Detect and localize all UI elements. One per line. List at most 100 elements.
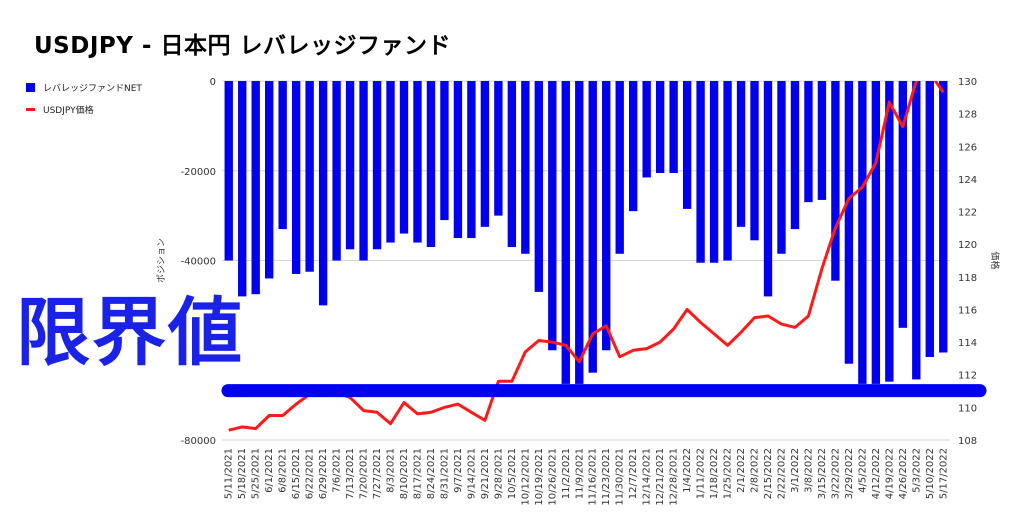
net-bar: [709, 81, 719, 263]
x-tick-label: 6/1/2021: [264, 448, 275, 493]
net-bar: [561, 81, 570, 384]
y-right-tick-label: 122: [958, 208, 977, 219]
net-bar: [345, 81, 355, 250]
x-tick-label: 4/12/2022: [871, 448, 882, 499]
net-bar: [332, 81, 341, 261]
x-tick-label: 11/23/2021: [601, 448, 612, 506]
net-bar: [871, 81, 881, 384]
x-tick-label: 11/9/2021: [574, 448, 585, 499]
x-tick-label: 3/8/2022: [803, 448, 814, 493]
y-left-tick-label: -40000: [181, 257, 216, 268]
net-bar: [575, 81, 584, 384]
net-bar: [413, 81, 422, 243]
net-bar: [885, 81, 894, 382]
net-bar: [265, 81, 274, 279]
x-tick-label: 8/10/2021: [399, 448, 410, 499]
price-swatch-icon: [26, 107, 35, 111]
x-tick-label: 10/26/2021: [547, 448, 558, 506]
x-tick-label: 10/12/2021: [520, 448, 531, 506]
net-bar: [831, 81, 840, 281]
x-tick-label: 10/19/2021: [534, 448, 545, 506]
net-bar: [696, 81, 705, 263]
net-bar: [763, 81, 773, 297]
y-right-tick-label: 108: [958, 436, 977, 447]
x-tick-label: 7/6/2021: [332, 448, 343, 493]
net-bar: [615, 81, 624, 254]
x-tick-label: 2/8/2022: [750, 448, 761, 493]
x-tick-label: 5/17/2022: [938, 448, 949, 499]
y-right-axis-title: 価格: [989, 251, 1001, 269]
net-bar: [629, 81, 638, 212]
net-bar: [372, 81, 382, 250]
net-bar: [467, 81, 476, 239]
limit-annotation: 限界値: [16, 290, 244, 376]
y-right-tick-label: 114: [958, 338, 977, 349]
net-bar: [925, 81, 934, 357]
x-tick-label: 3/29/2022: [844, 448, 855, 499]
x-tick-label: 6/22/2021: [305, 448, 316, 499]
x-tick-label: 9/7/2021: [453, 448, 464, 493]
net-bar: [912, 81, 921, 380]
net-bar: [494, 81, 503, 216]
x-tick-label: 12/21/2021: [655, 448, 666, 506]
x-tick-label: 1/18/2022: [709, 448, 720, 499]
legend-label-net: レバレッジファンドNET: [43, 83, 142, 94]
x-tick-label: 5/11/2021: [224, 448, 235, 499]
net-bar: [480, 81, 490, 227]
net-bar: [669, 81, 678, 173]
net-bar: [588, 81, 597, 373]
x-tick-label: 12/14/2021: [642, 448, 653, 506]
net-bar: [426, 81, 436, 248]
y-right-tick-label: 124: [958, 175, 977, 186]
x-tick-label: 4/19/2022: [884, 448, 895, 499]
x-tick-label: 11/2/2021: [561, 448, 572, 499]
x-tick-label: 1/4/2022: [682, 448, 693, 493]
x-tick-label: 5/3/2022: [911, 448, 922, 493]
net-bar: [750, 81, 759, 241]
x-tick-label: 9/14/2021: [466, 448, 477, 499]
net-bar: [305, 81, 314, 272]
net-bar: [898, 81, 907, 328]
x-tick-label: 5/18/2021: [237, 448, 248, 499]
x-tick-label: 11/16/2021: [588, 448, 599, 506]
x-tick-label: 2/1/2022: [736, 448, 747, 493]
x-tick-label: 2/22/2022: [776, 448, 787, 499]
page-title: USDJPY - 日本円 レバレッジファンド: [34, 33, 451, 59]
net-bar: [736, 81, 746, 227]
y-right-tick-label: 118: [958, 273, 977, 284]
x-tick-label: 8/24/2021: [426, 448, 437, 499]
net-bar: [602, 81, 611, 351]
x-tick-label: 9/28/2021: [493, 448, 504, 499]
x-tick-label: 5/10/2022: [925, 448, 936, 499]
net-bar: [521, 81, 530, 254]
x-tick-label: 6/8/2021: [278, 448, 289, 493]
net-bar: [440, 81, 449, 221]
net-bar: [939, 81, 948, 353]
net-bar: [804, 81, 813, 203]
legend-label-price: USDJPY価格: [43, 105, 94, 116]
net-bar: [224, 81, 233, 261]
net-bar: [359, 81, 368, 261]
y-left-tick-label: -80000: [181, 436, 216, 447]
net-bar: [777, 81, 786, 254]
net-bar: [507, 81, 517, 248]
net-bar: [790, 81, 800, 230]
legend: レバレッジファンドNET USDJPY価格: [26, 76, 142, 120]
net-bar: [453, 81, 463, 239]
x-tick-label: 1/11/2022: [696, 448, 707, 499]
y-right-tick-label: 128: [958, 110, 977, 121]
x-tick-label: 7/27/2021: [372, 448, 383, 499]
legend-item-price: USDJPY価格: [26, 98, 142, 120]
x-tick-label: 12/28/2021: [669, 448, 680, 506]
y-right-tick-label: 116: [958, 305, 977, 316]
y-left-tick-label: -20000: [181, 167, 216, 178]
y-left-tick-label: 0: [210, 77, 216, 88]
x-tick-label: 8/31/2021: [439, 448, 450, 499]
x-tick-label: 2/15/2022: [763, 448, 774, 499]
x-tick-label: 10/5/2021: [507, 448, 518, 499]
y-right-tick-label: 112: [958, 371, 977, 382]
x-tick-label: 1/25/2022: [723, 448, 734, 499]
net-bar: [278, 81, 287, 230]
net-bar: [723, 81, 732, 261]
